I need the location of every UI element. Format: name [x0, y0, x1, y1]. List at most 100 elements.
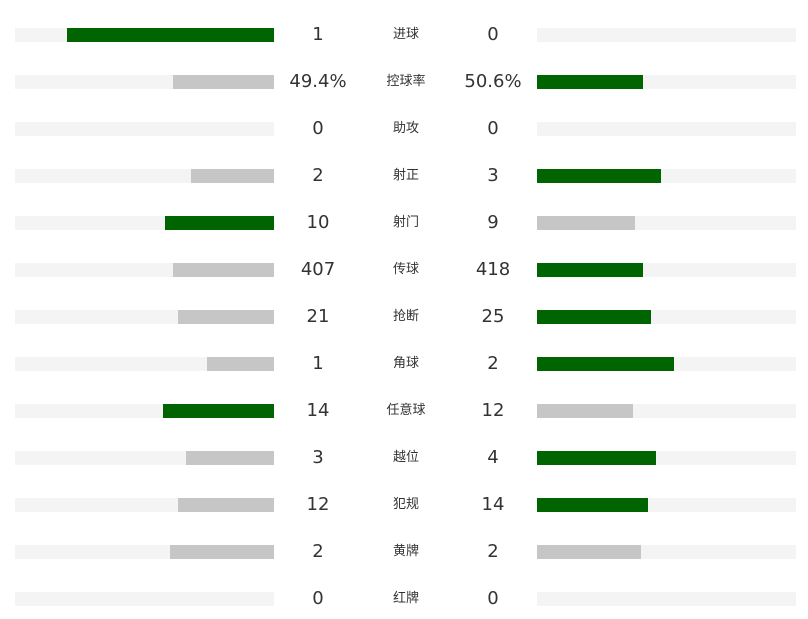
home-value: 0 [312, 588, 324, 609]
stat-row-possession: 49.4% 控球率 50.6% [0, 55, 808, 102]
stat-label: 射正 [392, 168, 419, 183]
away-value: 50.6% [464, 71, 522, 92]
stat-label: 抢断 [392, 309, 419, 324]
away-bar-track [537, 545, 796, 559]
away-value: 9 [487, 212, 499, 233]
home-bar-track [15, 216, 274, 230]
away-value: 12 [481, 400, 505, 421]
home-bar-fill [178, 310, 274, 324]
stat-row-corners: 1 角球 2 [0, 337, 808, 384]
stat-row-red-cards: 0 红牌 0 [0, 572, 808, 619]
home-bar-track [15, 498, 274, 512]
stat-label: 射门 [392, 215, 419, 230]
home-bar-track [15, 592, 274, 606]
away-bar-fill [537, 404, 633, 418]
home-value: 12 [306, 494, 330, 515]
away-bar-track [537, 498, 796, 512]
home-value: 49.4% [289, 71, 347, 92]
home-bar-fill [207, 357, 274, 371]
home-bar-fill [173, 263, 274, 277]
stat-label: 传球 [392, 262, 419, 277]
stat-row-shots: 10 射门 9 [0, 196, 808, 243]
away-bar-fill [537, 310, 651, 324]
stat-row-assists: 0 助攻 0 [0, 102, 808, 149]
stat-row-tackles: 21 抢断 25 [0, 290, 808, 337]
away-bar-track [537, 592, 796, 606]
away-bar-fill [537, 545, 641, 559]
home-value: 2 [312, 541, 324, 562]
away-value: 0 [487, 24, 499, 45]
away-value: 2 [487, 353, 499, 374]
away-bar-fill [537, 169, 661, 183]
away-bar-track [537, 310, 796, 324]
stat-row-offsides: 3 越位 4 [0, 431, 808, 478]
stat-label: 进球 [392, 27, 419, 42]
home-value: 1 [312, 24, 324, 45]
stat-label: 犯规 [392, 497, 419, 512]
away-bar-track [537, 75, 796, 89]
away-value: 418 [475, 259, 511, 280]
home-bar-fill [191, 169, 274, 183]
home-bar-track [15, 263, 274, 277]
stat-label: 越位 [392, 450, 419, 465]
stat-label: 角球 [392, 356, 419, 371]
stat-row-goals: 1 进球 0 [0, 8, 808, 55]
away-value: 25 [481, 306, 505, 327]
home-bar-track [15, 451, 274, 465]
home-value: 3 [312, 447, 324, 468]
away-value: 0 [487, 588, 499, 609]
stat-label: 红牌 [392, 591, 419, 606]
stat-row-passes: 407 传球 418 [0, 243, 808, 290]
home-value: 14 [306, 400, 330, 421]
away-bar-fill [537, 216, 635, 230]
away-bar-fill [537, 263, 643, 277]
stat-row-fouls: 12 犯规 14 [0, 478, 808, 525]
away-bar-fill [537, 357, 674, 371]
away-value: 2 [487, 541, 499, 562]
stat-label: 任意球 [386, 403, 426, 418]
home-bar-track [15, 404, 274, 418]
home-bar-track [15, 545, 274, 559]
away-bar-track [537, 216, 796, 230]
stat-row-shots-on-target: 2 射正 3 [0, 149, 808, 196]
away-value: 3 [487, 165, 499, 186]
home-bar-fill [186, 451, 274, 465]
home-value: 1 [312, 353, 324, 374]
home-value: 2 [312, 165, 324, 186]
home-value: 407 [300, 259, 336, 280]
home-bar-fill [165, 216, 274, 230]
home-bar-track [15, 122, 274, 136]
away-bar-track [537, 404, 796, 418]
stat-row-yellow-cards: 2 黄牌 2 [0, 525, 808, 572]
home-bar-fill [173, 75, 274, 89]
stat-row-free-kicks: 14 任意球 12 [0, 384, 808, 431]
home-bar-track [15, 75, 274, 89]
away-bar-fill [537, 75, 643, 89]
stat-label: 黄牌 [392, 544, 419, 559]
away-bar-track [537, 169, 796, 183]
away-bar-track [537, 263, 796, 277]
home-bar-fill [67, 28, 274, 42]
away-bar-track [537, 451, 796, 465]
home-bar-track [15, 169, 274, 183]
home-bar-track [15, 357, 274, 371]
away-value: 0 [487, 118, 499, 139]
home-bar-fill [178, 498, 274, 512]
home-bar-fill [163, 404, 274, 418]
away-bar-track [537, 357, 796, 371]
home-value: 10 [306, 212, 330, 233]
home-bar-track [15, 28, 274, 42]
away-bar-fill [537, 451, 656, 465]
away-bar-track [537, 122, 796, 136]
away-bar-fill [537, 498, 648, 512]
stat-label: 助攻 [392, 121, 419, 136]
home-value: 21 [306, 306, 330, 327]
away-value: 14 [481, 494, 505, 515]
stat-label: 控球率 [386, 74, 426, 89]
away-value: 4 [487, 447, 499, 468]
home-value: 0 [312, 118, 324, 139]
away-bar-track [537, 28, 796, 42]
home-bar-track [15, 310, 274, 324]
home-bar-fill [170, 545, 274, 559]
